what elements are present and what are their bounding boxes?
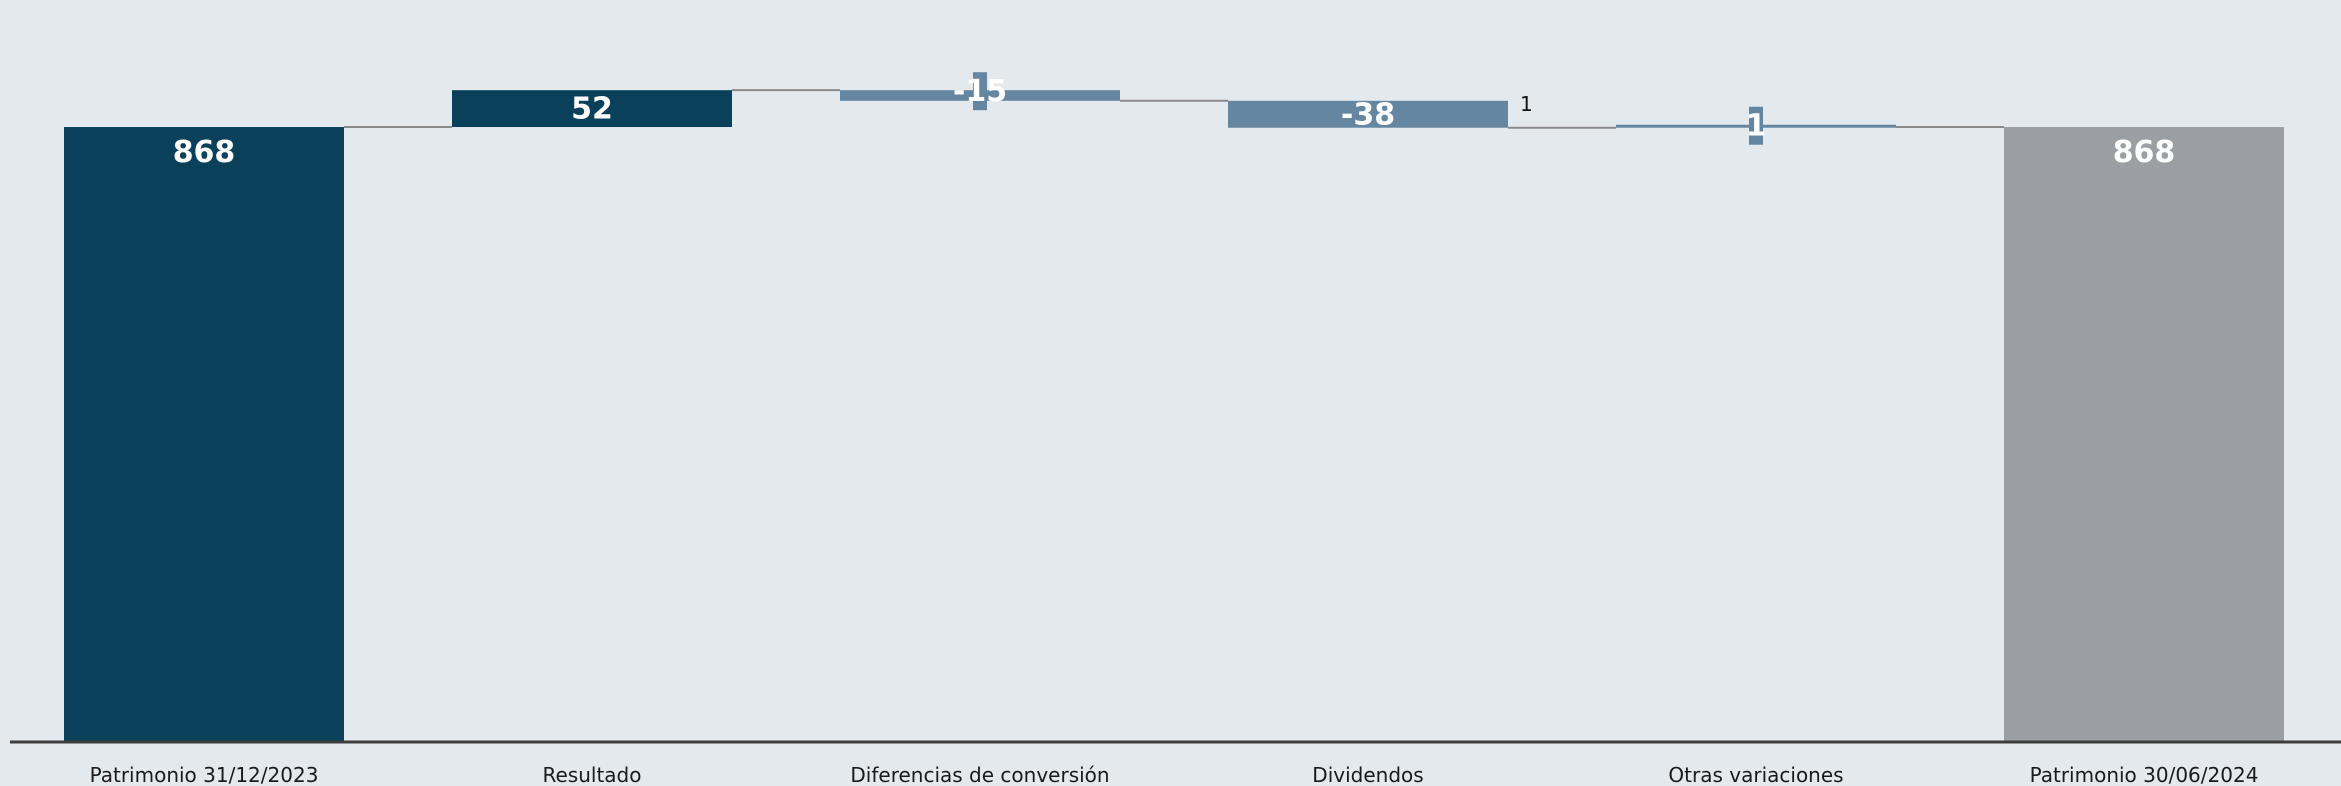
value-label-patrimonio-30-06-2024: 868 xyxy=(2113,135,2176,170)
annotation-note: 1 xyxy=(1520,92,1533,116)
bar-dividendos xyxy=(1228,100,1508,128)
value-label-patrimonio-31-12-2023: 868 xyxy=(173,135,236,170)
category-label-patrimonio-31-12-2023: Patrimonio 31/12/2023 xyxy=(90,763,319,786)
bar-resultado xyxy=(452,90,732,128)
category-label-dividendos: Dividendos xyxy=(1312,763,1423,786)
value-badge-diferencias-de-conversi-n xyxy=(973,72,987,111)
bar-patrimonio-30-06-2024 xyxy=(2004,127,2284,743)
annotations-group: 1 xyxy=(1520,92,1533,116)
bar-patrimonio-31-12-2023 xyxy=(64,127,344,743)
bars-group xyxy=(64,90,2284,743)
value-label-dividendos: -38 xyxy=(1341,97,1395,132)
value-label-otras-variaciones: 1 xyxy=(1746,109,1767,144)
value-labels-group: 868 52 -15 -38 1 868 xyxy=(173,72,2176,170)
value-label-diferencias-de-conversi-n: -15 xyxy=(953,74,1007,109)
category-label-diferencias-de-conversi-n: Diferencias de conversión xyxy=(850,763,1109,786)
category-labels-group: Patrimonio 31/12/2023 Resultado Diferencia… xyxy=(90,763,2259,786)
category-label-patrimonio-30-06-2024: Patrimonio 30/06/2024 xyxy=(2030,763,2259,786)
connector-lines xyxy=(344,89,2004,129)
value-label-resultado: 52 xyxy=(571,92,613,127)
category-label-otras-variaciones: Otras variaciones xyxy=(1668,763,1843,786)
category-label-resultado: Resultado xyxy=(543,763,642,786)
value-badge-otras-variaciones xyxy=(1749,106,1763,145)
